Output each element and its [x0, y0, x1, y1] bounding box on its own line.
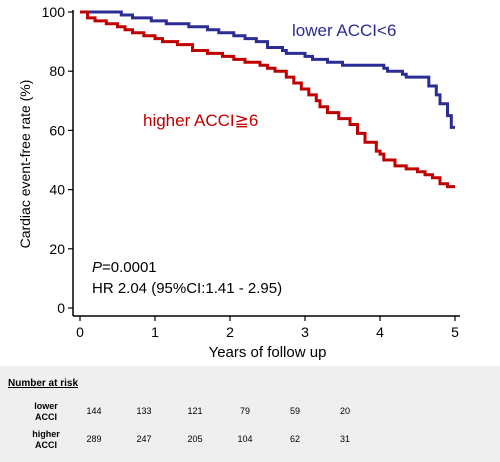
y-tick-label: 100 [42, 4, 66, 20]
risk-row-label-line2: ACCI [35, 412, 57, 422]
number-at-risk-panel: Number at risk lower ACCI 144 133 121 79 59 20 h… [0, 366, 500, 462]
risk-row-label: lower ACCI [16, 401, 76, 423]
risk-cell: 247 [136, 434, 152, 444]
p-value-number: =0.0001 [102, 259, 157, 276]
y-tick-label: 60 [49, 122, 65, 138]
risk-cell: 79 [239, 406, 250, 416]
risk-row-label-line1: lower [34, 401, 58, 411]
x-tick-label: 1 [151, 324, 159, 340]
risk-cell: 20 [339, 406, 350, 416]
chart-labels: lower ACCI<6 higher ACCI≧6 P=0.0001 HR 2.04… [92, 21, 396, 297]
p-value-symbol: P [92, 259, 102, 276]
risk-cell: 104 [237, 434, 253, 444]
km-chart: 0 20 40 60 80 100 0 1 2 3 4 5 Years of follow up Card… [17, 4, 460, 361]
risk-cell: 31 [339, 434, 350, 444]
risk-row-label: higher ACCI [16, 429, 76, 451]
x-tick-label: 5 [451, 324, 459, 340]
x-tick-label: 2 [226, 324, 234, 340]
y-tick-label: 0 [57, 300, 65, 316]
risk-cell: 62 [289, 434, 300, 444]
lower-acci-curve [80, 10, 455, 129]
risk-cell: 59 [289, 406, 300, 416]
y-tick-label: 80 [49, 63, 65, 79]
hazard-ratio-label: HR 2.04 (95%CI:1.41 - 2.95) [92, 280, 282, 297]
risk-row-label-line2: ACCI [35, 440, 57, 450]
higher-acci-label: higher ACCI≧6 [143, 111, 258, 130]
higher-acci-curve [80, 10, 455, 189]
chart-curves [80, 10, 455, 189]
risk-cell: 205 [187, 434, 203, 444]
x-tick-label: 4 [376, 324, 384, 340]
y-tick-label: 40 [49, 182, 65, 198]
x-tick-label: 3 [301, 324, 309, 340]
risk-cell: 133 [136, 406, 152, 416]
y-tick-label: 20 [49, 241, 65, 257]
lower-acci-label: lower ACCI<6 [292, 21, 396, 40]
x-axis-label: Years of follow up [209, 344, 327, 361]
p-value-label: P=0.0001 [92, 259, 157, 276]
risk-cell: 144 [86, 406, 102, 416]
risk-table-title: Number at risk [8, 378, 79, 389]
y-axis-label: Cardiac event-free rate (%) [17, 80, 33, 249]
chart-axes: 0 20 40 60 80 100 0 1 2 3 4 5 Years of follow up Card… [17, 4, 460, 361]
risk-row-label-line1: higher [32, 429, 60, 439]
risk-cell: 289 [86, 434, 102, 444]
risk-cell: 121 [187, 406, 203, 416]
x-tick-label: 0 [76, 324, 84, 340]
